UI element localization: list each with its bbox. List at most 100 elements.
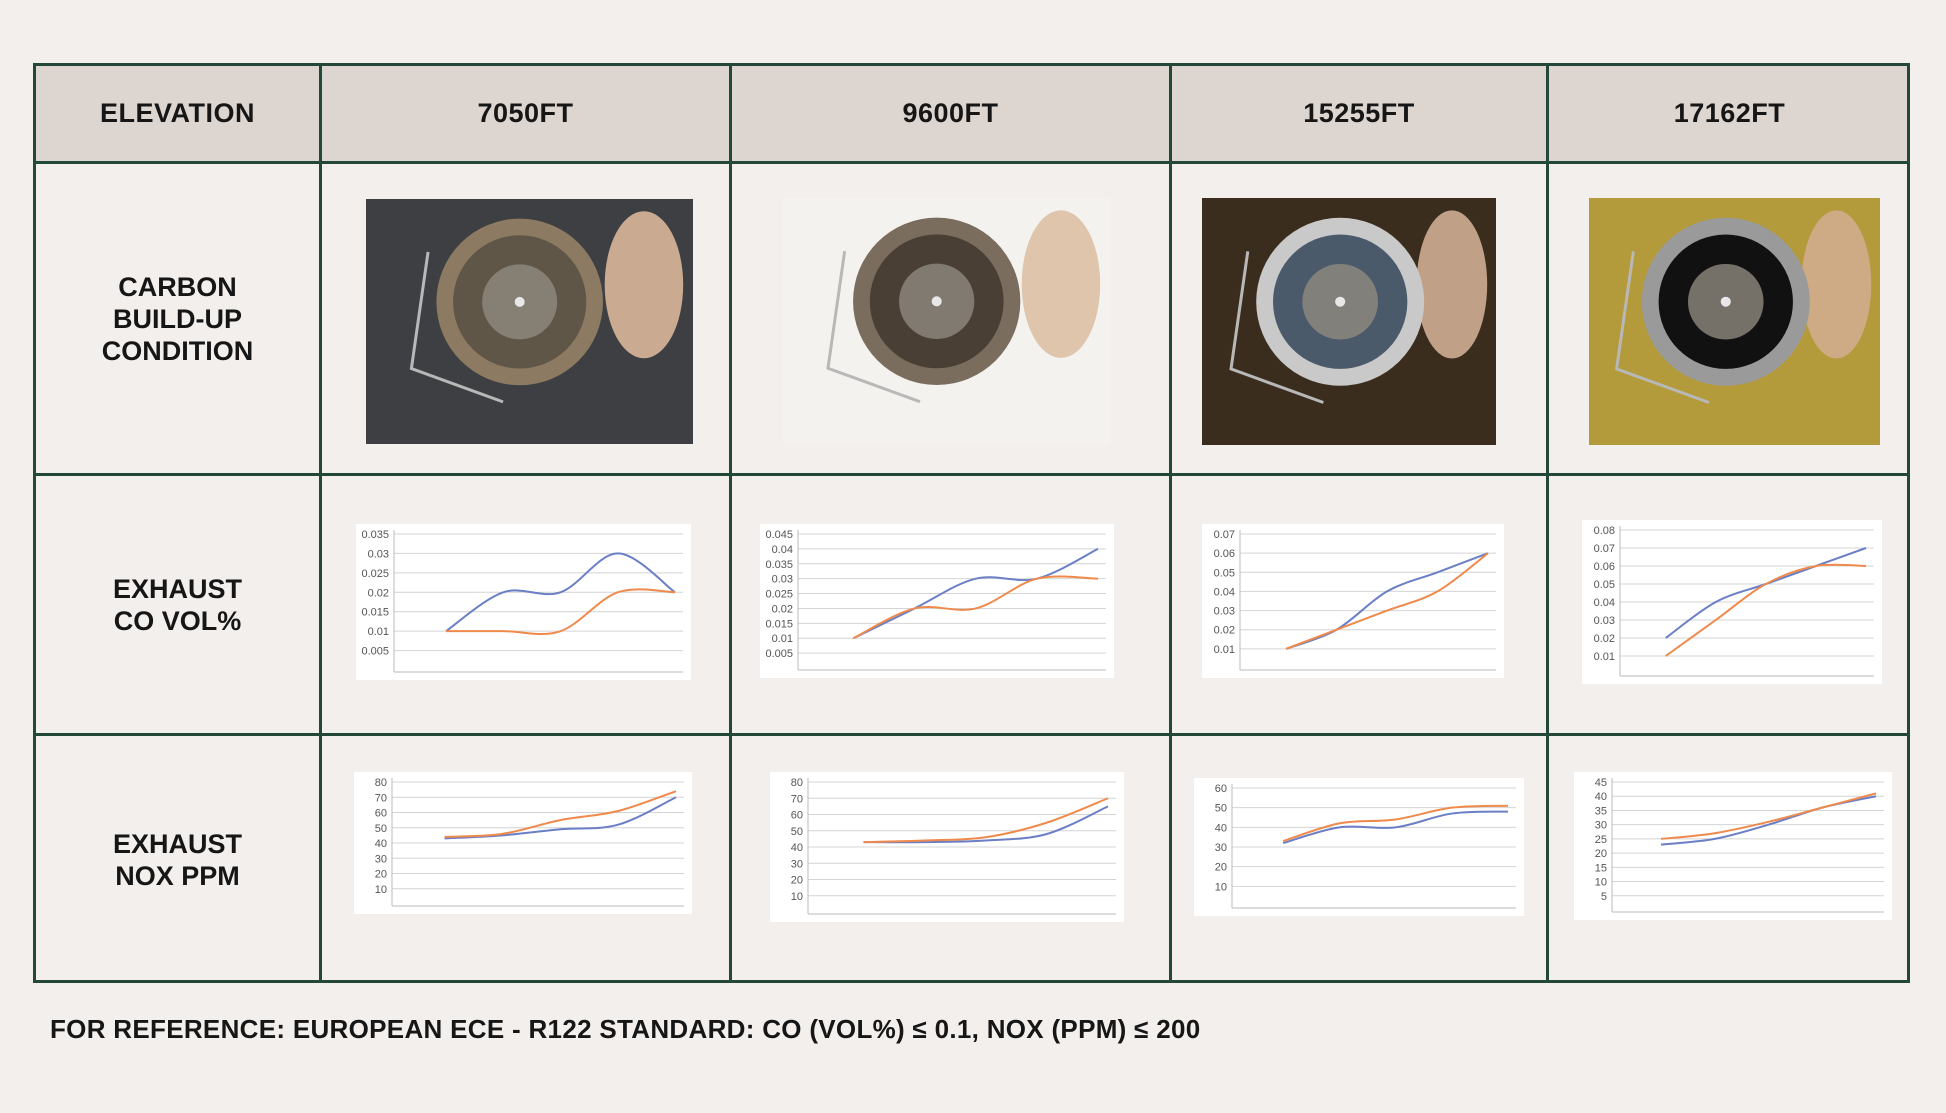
y-tick-label: 15: [1595, 862, 1607, 874]
series-line-orange: [853, 575, 1099, 640]
series-line-orange: [1665, 563, 1867, 657]
co-chart-9600ft: 0.045 0.04 0.035 0.03 0.025 0.02 0.015 0.01 0.00…: [760, 524, 1114, 678]
series-line-orange: [444, 790, 677, 838]
y-tick-label: 40: [791, 842, 803, 854]
series-line-orange: [446, 588, 676, 635]
y-tick-label: 60: [375, 808, 387, 820]
series-line-orange: [1660, 792, 1877, 840]
co-chart-15255ft: 0.07 0.06 0.05 0.04 0.03 0.02 0.01: [1202, 524, 1504, 678]
y-tick-label: 20: [375, 869, 387, 881]
photo-image: [366, 199, 693, 444]
y-tick-label: 0.03: [368, 548, 389, 560]
series-line-blue: [863, 805, 1109, 844]
nox-chart-9600ft: 80 70 60 50 40 30 20 10: [770, 772, 1124, 922]
y-tick-label: 0.015: [765, 618, 793, 630]
nox-chart-17162ft: 45 40 35 30 25 20 15 10 5: [1574, 772, 1892, 920]
y-tick-label: 45: [1595, 777, 1607, 789]
y-tick-label: 0.04: [1214, 586, 1235, 598]
comparison-table: ELEVATION 7050FT 9600FT 15255FT 17162FT …: [33, 63, 1910, 983]
y-tick-label: 0.07: [1214, 529, 1235, 541]
photo-burner-17162ft: [1589, 198, 1880, 445]
y-tick-label: 20: [1595, 848, 1607, 860]
column-divider: [1169, 66, 1172, 980]
y-tick-label: 30: [1595, 820, 1607, 832]
photo-image: [783, 198, 1110, 444]
y-tick-label: 40: [375, 838, 387, 850]
line-chart: 0.08 0.07 0.06 0.05 0.04 0.03 0.02 0.01: [1594, 525, 1874, 677]
y-tick-label: 0.07: [1594, 543, 1615, 555]
y-tick-label: 5: [1601, 891, 1607, 903]
y-tick-label: 30: [791, 858, 803, 870]
photo-image: [1589, 198, 1880, 445]
row-label-exhaust-nox: EXHAUST NOX PPM: [112, 828, 242, 891]
y-tick-label: 0.025: [765, 589, 793, 601]
y-tick-label: 50: [791, 826, 803, 838]
y-tick-label: 0.06: [1214, 548, 1235, 560]
y-tick-label: 0.005: [765, 648, 793, 660]
y-tick-label: 60: [791, 810, 803, 822]
y-tick-label: 0.01: [772, 633, 793, 645]
y-tick-label: 30: [375, 853, 387, 865]
series-line-orange: [863, 797, 1109, 844]
nox-chart-7050ft: 80 70 60 50 40 30 20 10: [354, 772, 692, 914]
y-tick-label: 50: [1215, 803, 1227, 815]
y-tick-label: 0.02: [368, 587, 389, 599]
y-tick-label: 0.045: [765, 529, 793, 541]
y-tick-label: 80: [375, 777, 387, 789]
series-line-orange: [1285, 552, 1489, 650]
column-header-7050ft: 7050FT: [477, 98, 574, 128]
series-line-orange: [1282, 804, 1509, 843]
co-chart-7050ft: 0.035 0.03 0.025 0.02 0.015 0.01 0.005: [356, 524, 691, 680]
y-tick-label: 30: [1215, 842, 1227, 854]
y-tick-label: 0.035: [361, 529, 389, 541]
y-tick-label: 0.03: [772, 574, 793, 586]
header-elevation-label: ELEVATION: [99, 98, 255, 128]
y-tick-label: 10: [791, 891, 803, 903]
column-divider: [319, 66, 322, 980]
y-tick-label: 0.05: [1594, 579, 1615, 591]
series-line-blue: [1282, 810, 1509, 845]
row-divider: [36, 161, 1907, 164]
series-line-blue: [1285, 552, 1489, 650]
y-tick-label: 10: [375, 884, 387, 896]
y-tick-label: 70: [375, 792, 387, 804]
row-divider: [36, 733, 1907, 736]
y-tick-label: 10: [1595, 877, 1607, 889]
header-row: [36, 66, 1907, 161]
photo-burner-15255ft: [1202, 198, 1496, 445]
y-tick-label: 0.08: [1594, 525, 1615, 537]
line-chart: 60 50 40 30 20 10: [1215, 783, 1516, 909]
column-divider: [1546, 66, 1549, 980]
y-tick-label: 0.06: [1594, 561, 1615, 573]
column-header-9600ft: 9600FT: [902, 98, 999, 128]
y-tick-label: 0.01: [1594, 651, 1615, 663]
y-tick-label: 40: [1595, 791, 1607, 803]
y-tick-label: 0.04: [772, 544, 793, 556]
reference-footnote: FOR REFERENCE: EUROPEAN ECE - R122 STAND…: [50, 1014, 1201, 1044]
y-tick-label: 50: [375, 823, 387, 835]
y-tick-label: 0.035: [765, 559, 793, 571]
y-tick-label: 0.02: [772, 603, 793, 615]
y-tick-label: 0.02: [1214, 625, 1235, 637]
series-line-blue: [853, 547, 1099, 640]
y-tick-label: 70: [791, 793, 803, 805]
y-tick-label: 40: [1215, 822, 1227, 834]
line-chart: 0.035 0.03 0.025 0.02 0.015 0.01 0.005: [361, 529, 683, 673]
line-chart: 80 70 60 50 40 30 20 10: [375, 777, 684, 907]
series-line-blue: [444, 796, 677, 840]
y-tick-label: 25: [1595, 834, 1607, 846]
co-chart-17162ft: 0.08 0.07 0.06 0.05 0.04 0.03 0.02 0.01: [1582, 520, 1882, 684]
photo-burner-7050ft: [366, 199, 693, 444]
y-tick-label: 0.03: [1214, 606, 1235, 618]
line-chart: 0.07 0.06 0.05 0.04 0.03 0.02 0.01: [1214, 529, 1496, 671]
row-label-carbon-buildup: CARBON BUILD-UP CONDITION: [101, 271, 254, 366]
y-tick-label: 35: [1595, 805, 1607, 817]
y-tick-label: 0.005: [361, 646, 389, 658]
y-tick-label: 0.01: [1214, 644, 1235, 656]
line-chart: 0.045 0.04 0.035 0.03 0.025 0.02 0.015 0.01 0.00…: [765, 529, 1106, 671]
series-line-blue: [445, 552, 676, 632]
y-tick-label: 0.015: [361, 607, 389, 619]
photo-burner-9600ft: [783, 198, 1110, 444]
row-label-exhaust-co: EXHAUST CO VOL%: [112, 573, 242, 636]
y-tick-label: 60: [1215, 783, 1227, 795]
